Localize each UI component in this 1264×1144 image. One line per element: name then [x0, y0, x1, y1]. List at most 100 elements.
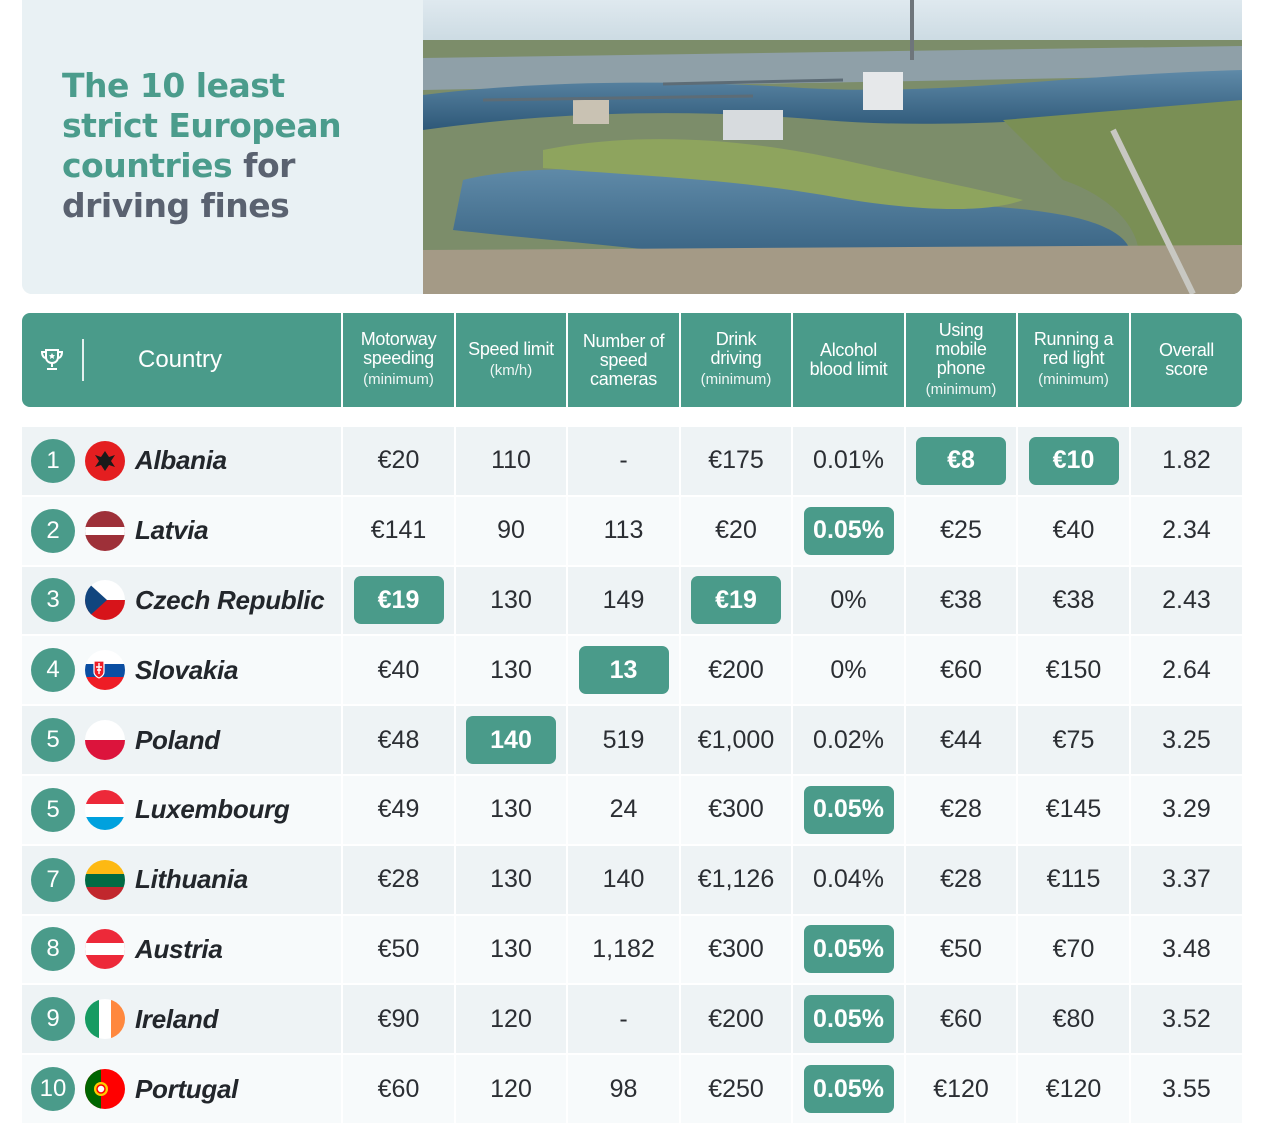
- country-cell: 5 Poland: [22, 706, 343, 774]
- column-header-drink-driving: Drink driving (minimum): [681, 313, 793, 407]
- alcohol-cell: 0.02%: [793, 706, 906, 774]
- drink-cell: €20: [681, 496, 793, 565]
- speeding-cell: €28: [343, 845, 456, 914]
- red-light-value: €70: [1052, 934, 1095, 963]
- cameras-cell: 149: [568, 566, 681, 635]
- drink-value: €200: [708, 655, 764, 684]
- lithuania-flag-icon: [85, 859, 125, 900]
- speeding-cell: €20: [343, 427, 456, 495]
- score-value: 2.34: [1162, 516, 1211, 545]
- drink-cell: €200: [681, 985, 793, 1054]
- header-label: Drink driving: [710, 329, 762, 368]
- red-light-value: €115: [1046, 865, 1101, 894]
- speed-limit-value: 130: [490, 795, 532, 824]
- rank-badge: 5: [31, 718, 75, 763]
- score-cell: 3.55: [1131, 1055, 1242, 1123]
- country-name: Lithuania: [135, 864, 248, 895]
- poland-flag-icon: [85, 720, 125, 761]
- phone-cell: €50: [906, 915, 1018, 984]
- score-cell: 1.82: [1131, 427, 1242, 495]
- cameras-value: 113: [603, 516, 644, 545]
- cameras-value: 519: [602, 725, 645, 754]
- speed-limit-cell: 110: [456, 427, 568, 495]
- phone-value: €25: [940, 516, 982, 545]
- speed-limit-highlight-value: 140: [466, 716, 556, 765]
- title-panel: The 10 least strict European countries f…: [22, 0, 423, 294]
- alcohol-cell: 0.05%: [793, 985, 906, 1054]
- score-value: 1.82: [1162, 446, 1211, 475]
- table-row: 5 Luxembourg €49 130 24 €300 0.05% €28 €145 3.29: [22, 775, 1242, 846]
- alcohol-cell: 0.01%: [793, 427, 906, 495]
- portugal-flag-icon: [85, 1069, 125, 1110]
- czech-flag-icon: [85, 580, 125, 621]
- country-name: Austria: [135, 933, 223, 964]
- score-value: 2.43: [1162, 585, 1211, 614]
- phone-cell: €44: [906, 706, 1018, 774]
- speeding-cell: €50: [343, 915, 456, 984]
- column-header-speeding: Motorway speeding (minimum): [343, 313, 456, 407]
- alcohol-highlight-value: 0.05%: [803, 506, 894, 555]
- alcohol-cell: 0.05%: [793, 775, 906, 844]
- speeding-value: €40: [377, 655, 420, 684]
- table-row: 3 Czech Republic €19 130 149 €19 0% €38 €38 2.43: [22, 566, 1242, 637]
- alcohol-cell: 0.04%: [793, 845, 906, 914]
- alcohol-value: 0.02%: [813, 725, 884, 754]
- drink-value: €175: [708, 446, 764, 475]
- title-line-1: The 10 least: [62, 66, 285, 105]
- speed-limit-cell: 130: [456, 566, 568, 635]
- header-divider: [82, 339, 84, 381]
- cameras-cell: 113: [568, 496, 681, 565]
- red-light-cell: €70: [1018, 915, 1131, 984]
- header-sublabel: (minimum): [700, 371, 772, 388]
- rank-badge: 5: [31, 787, 75, 832]
- column-header-mobile-phone: Using mobile phone (minimum): [906, 313, 1018, 407]
- score-value: 3.52: [1162, 1004, 1211, 1033]
- score-cell: 3.48: [1131, 916, 1242, 984]
- drink-cell: €1,000: [681, 706, 793, 774]
- table-header: Country Motorway speeding (minimum) Spee…: [22, 313, 1242, 407]
- red-light-cell: €115: [1018, 845, 1131, 914]
- albania-flag-icon: [85, 440, 125, 481]
- country-cell: 4 Slovakia: [22, 636, 343, 705]
- phone-value: €28: [940, 795, 982, 824]
- speed-limit-cell: 130: [456, 775, 568, 844]
- alcohol-cell: 0%: [793, 566, 906, 635]
- speed-limit-value: 130: [490, 585, 532, 614]
- alcohol-cell: 0.05%: [793, 915, 906, 984]
- red-light-cell: €38: [1018, 566, 1131, 635]
- alcohol-value: 0.04%: [813, 865, 884, 894]
- drink-value: €200: [708, 1004, 764, 1033]
- column-header-overall-score: Overall score: [1131, 313, 1242, 407]
- country-cell: 3 Czech Republic: [22, 566, 343, 635]
- speed-limit-cell: 130: [456, 636, 568, 705]
- red-light-value: €80: [1052, 1004, 1095, 1033]
- speed-limit-value: 120: [490, 1074, 532, 1103]
- score-value: 3.55: [1162, 1074, 1211, 1103]
- rank-badge: 4: [31, 648, 75, 693]
- hero-panel: The 10 least strict European countries f…: [22, 0, 1242, 294]
- red-light-cell: €10: [1018, 427, 1131, 495]
- title-line-3-grey: for: [232, 146, 295, 185]
- score-cell: 2.43: [1131, 567, 1242, 635]
- phone-value: €28: [940, 865, 982, 894]
- rank-badge: 9: [31, 997, 75, 1042]
- phone-value: €60: [940, 655, 982, 684]
- country-name: Albania: [135, 445, 227, 476]
- speed-limit-cell: 90: [456, 496, 568, 565]
- speeding-value: €28: [377, 865, 420, 894]
- austria-flag-icon: [85, 929, 125, 970]
- speeding-cell: €19: [343, 566, 456, 635]
- country-name: Luxembourg: [135, 794, 290, 825]
- drink-value: €300: [708, 934, 764, 963]
- speed-limit-value: 130: [490, 655, 532, 684]
- city-aerial-photo: [423, 0, 1242, 294]
- column-header-red-light: Running a red light (minimum): [1018, 313, 1131, 407]
- speeding-cell: €60: [343, 1055, 456, 1123]
- table-row: 9 Ireland €90 120 - €200 0.05% €60 €80 3.52: [22, 985, 1242, 1056]
- speeding-cell: €48: [343, 706, 456, 774]
- red-light-highlight-value: €10: [1028, 436, 1119, 485]
- phone-value: €60: [940, 1004, 982, 1033]
- table-body: 1 Albania €20 110 - €175 0.01% €8 €10 1.82 2 Latvia…: [22, 427, 1242, 1125]
- table-row: 10 Portugal €60 120 98 €250 0.05% €120 €120 3.55: [22, 1055, 1242, 1125]
- cameras-value: 98: [609, 1074, 638, 1103]
